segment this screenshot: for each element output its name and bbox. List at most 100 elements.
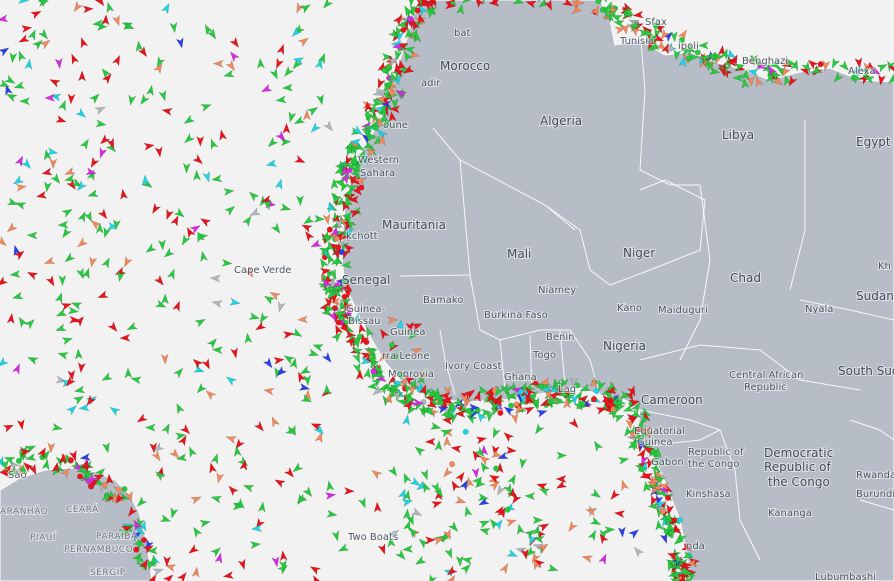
vessel-marker[interactable] xyxy=(282,122,291,134)
vessel-marker[interactable] xyxy=(98,133,111,147)
vessel-marker[interactable] xyxy=(6,197,19,208)
vessel-marker[interactable] xyxy=(864,61,877,74)
vessel-marker[interactable] xyxy=(208,138,219,151)
vessel-marker[interactable] xyxy=(39,37,52,50)
vessel-marker[interactable] xyxy=(124,367,133,379)
vessel-marker[interactable] xyxy=(331,330,344,343)
vessel-marker[interactable] xyxy=(312,341,324,352)
vessel-marker[interactable] xyxy=(430,499,443,509)
vessel-marker[interactable] xyxy=(371,385,384,398)
vessel-marker[interactable] xyxy=(170,214,182,227)
vessel-marker[interactable] xyxy=(151,450,164,463)
vessel-marker[interactable] xyxy=(447,521,461,534)
vessel-marker[interactable] xyxy=(601,4,613,18)
vessel-marker[interactable] xyxy=(362,140,375,152)
vessel-marker[interactable] xyxy=(175,453,188,463)
vessel-marker[interactable] xyxy=(568,417,581,430)
vessel-marker[interactable] xyxy=(648,475,661,486)
vessel-marker[interactable] xyxy=(111,54,123,67)
vessel-marker[interactable] xyxy=(443,385,452,398)
vessel-marker[interactable] xyxy=(224,374,238,387)
vessel-marker[interactable] xyxy=(612,412,625,423)
vessel-marker[interactable] xyxy=(274,178,285,191)
vessel-marker[interactable] xyxy=(677,28,690,41)
vessel-marker[interactable] xyxy=(536,407,549,418)
vessel-marker[interactable] xyxy=(310,420,323,432)
vessel-marker[interactable] xyxy=(0,459,9,471)
vessel-marker[interactable] xyxy=(506,548,519,560)
vessel-marker[interactable] xyxy=(351,351,364,364)
vessel-marker[interactable] xyxy=(78,70,86,82)
vessel-marker[interactable] xyxy=(211,346,224,355)
vessel-marker[interactable] xyxy=(135,496,148,509)
vessel-marker[interactable] xyxy=(459,478,471,492)
anchored-vessel-marker[interactable] xyxy=(370,368,377,375)
vessel-marker[interactable] xyxy=(617,526,626,538)
anchored-vessel-marker[interactable] xyxy=(77,473,84,480)
vessel-marker[interactable] xyxy=(365,146,377,159)
vessel-marker[interactable] xyxy=(719,48,730,61)
vessel-marker[interactable] xyxy=(876,61,889,73)
vessel-marker[interactable] xyxy=(651,454,663,467)
vessel-marker[interactable] xyxy=(386,55,399,67)
vessel-marker[interactable] xyxy=(539,377,552,387)
vessel-marker[interactable] xyxy=(405,514,417,527)
vessel-marker[interactable] xyxy=(293,1,305,15)
vessel-marker[interactable] xyxy=(153,274,166,287)
vessel-marker[interactable] xyxy=(869,65,882,77)
vessel-marker[interactable] xyxy=(326,509,338,519)
vessel-marker[interactable] xyxy=(13,81,26,92)
vessel-marker[interactable] xyxy=(247,189,260,202)
vessel-marker[interactable] xyxy=(524,492,536,501)
vessel-marker[interactable] xyxy=(753,75,764,88)
vessel-marker[interactable] xyxy=(459,392,469,405)
anchored-vessel-marker[interactable] xyxy=(354,337,361,344)
vessel-marker[interactable] xyxy=(622,5,635,18)
vessel-marker[interactable] xyxy=(149,202,162,215)
vessel-marker[interactable] xyxy=(781,58,794,70)
vessel-marker[interactable] xyxy=(563,397,572,410)
vessel-marker[interactable] xyxy=(627,384,639,398)
vessel-marker[interactable] xyxy=(47,442,56,454)
vessel-marker[interactable] xyxy=(5,222,18,235)
vessel-marker[interactable] xyxy=(463,505,473,518)
vessel-marker[interactable] xyxy=(324,491,337,501)
vessel-marker[interactable] xyxy=(234,497,247,510)
vessel-marker[interactable] xyxy=(194,316,207,328)
vessel-marker[interactable] xyxy=(340,165,350,177)
vessel-marker[interactable] xyxy=(101,256,113,269)
vessel-marker[interactable] xyxy=(135,413,149,425)
vessel-marker[interactable] xyxy=(107,321,120,334)
vessel-marker[interactable] xyxy=(391,378,404,389)
vessel-marker[interactable] xyxy=(402,508,411,520)
vessel-marker[interactable] xyxy=(210,494,223,504)
anchored-vessel-marker[interactable] xyxy=(497,409,504,416)
vessel-marker[interactable] xyxy=(189,222,202,235)
vessel-marker[interactable] xyxy=(352,362,362,375)
vessel-marker[interactable] xyxy=(16,315,29,329)
anchored-vessel-marker[interactable] xyxy=(591,396,598,403)
vessel-marker[interactable] xyxy=(645,457,656,470)
vessel-marker[interactable] xyxy=(649,462,663,475)
vessel-marker[interactable] xyxy=(324,305,336,313)
anchored-vessel-marker[interactable] xyxy=(101,482,108,489)
vessel-marker[interactable] xyxy=(224,203,237,216)
vessel-marker[interactable] xyxy=(480,408,493,417)
vessel-marker[interactable] xyxy=(533,534,545,544)
vessel-marker[interactable] xyxy=(137,45,150,59)
vessel-marker[interactable] xyxy=(524,527,537,540)
vessel-marker[interactable] xyxy=(831,71,844,84)
vessel-marker[interactable] xyxy=(316,93,326,106)
vessel-marker[interactable] xyxy=(471,467,480,479)
vessel-marker[interactable] xyxy=(413,444,426,457)
vessel-marker[interactable] xyxy=(417,536,430,550)
vessel-marker[interactable] xyxy=(424,437,436,446)
vessel-marker[interactable] xyxy=(338,322,351,335)
vessel-marker[interactable] xyxy=(465,476,475,489)
vessel-marker[interactable] xyxy=(302,486,315,499)
vessel-marker[interactable] xyxy=(99,66,112,80)
vessel-marker[interactable] xyxy=(13,248,26,261)
vessel-marker[interactable] xyxy=(262,293,276,306)
vessel-marker[interactable] xyxy=(464,387,477,400)
